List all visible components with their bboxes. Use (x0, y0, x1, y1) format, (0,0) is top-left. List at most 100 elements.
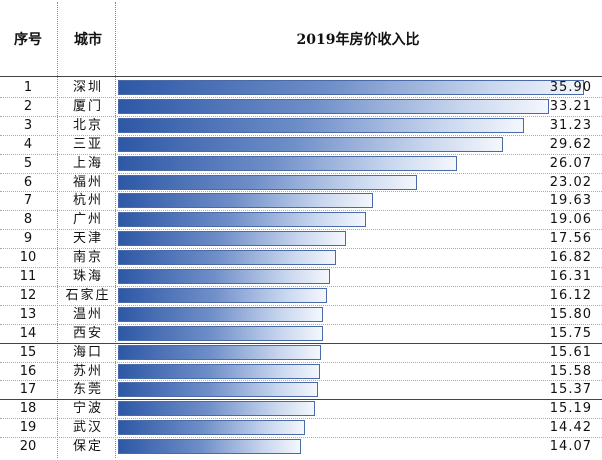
city-label: 北京 (72, 117, 103, 133)
value-label: 23.02 (549, 174, 592, 190)
value-label: 29.62 (549, 136, 592, 152)
row-divider (0, 323, 602, 325)
city-label: 东莞 (72, 382, 103, 398)
city-label: 珠海 (72, 269, 103, 284)
value-label: 17.56 (549, 231, 592, 247)
bar (118, 155, 457, 171)
city-label: 西安 (72, 325, 103, 341)
rank-label: 2 (23, 98, 33, 114)
city-label: 三亚 (72, 136, 103, 152)
table-row: 10 南京 16.82 (0, 248, 602, 267)
table-row: 13 温州 15.80 (0, 305, 602, 324)
bar (118, 212, 366, 228)
bar (118, 363, 321, 379)
table-row: 7 杭州 19.63 (0, 191, 602, 210)
bar (118, 287, 328, 303)
rank-label: 13 (19, 306, 37, 322)
city-label: 海口 (72, 344, 103, 360)
bar (118, 231, 347, 247)
city-label: 保定 (72, 439, 103, 455)
table-row: 17 东莞 15.37 (0, 380, 602, 399)
rank-label: 16 (19, 363, 37, 379)
bar (118, 136, 503, 152)
bar (118, 80, 585, 95)
table-row: 4 三亚 29.62 (0, 135, 602, 154)
row-divider (0, 191, 602, 193)
city-label: 天津 (72, 231, 103, 247)
rank-label: 8 (23, 212, 33, 228)
city-label: 厦门 (72, 98, 103, 114)
row-divider (0, 380, 602, 382)
rank-label: 15 (19, 344, 37, 360)
bar (118, 117, 524, 133)
value-label: 15.61 (549, 344, 592, 360)
city-label: 石家庄 (65, 287, 111, 303)
city-label: 南京 (72, 250, 103, 266)
value-label: 33.21 (549, 98, 592, 114)
bar (118, 325, 323, 341)
table-row: 15 海口 15.61 (0, 343, 602, 362)
rank-label: 4 (23, 136, 33, 152)
rank-label: 12 (19, 287, 37, 303)
table-row: 12 石家庄 16.12 (0, 286, 602, 305)
rank-label: 10 (19, 250, 37, 266)
value-label: 15.37 (549, 382, 592, 398)
city-label: 温州 (72, 306, 103, 322)
row-divider (0, 418, 602, 420)
city-label: 广州 (72, 212, 103, 228)
table-row: 3 北京 31.23 (0, 116, 602, 135)
row-divider (0, 248, 602, 250)
row-divider (0, 285, 602, 287)
table-row: 16 苏州 15.58 (0, 362, 602, 381)
city-label: 宁波 (72, 401, 103, 417)
city-header: 城市 (74, 32, 102, 48)
header-divider (0, 76, 602, 77)
city-label: 杭州 (72, 193, 103, 209)
row-divider (0, 210, 602, 212)
table-row: 1 深圳 35.90 (0, 78, 602, 97)
table-row: 14 西安 15.75 (0, 324, 602, 343)
city-label: 福州 (72, 174, 103, 190)
rank-label: 1 (23, 80, 33, 95)
rank-label: 9 (23, 231, 33, 247)
value-label: 31.23 (549, 117, 592, 133)
rank-label: 17 (19, 382, 37, 398)
city-label: 深圳 (72, 80, 103, 95)
bar (118, 98, 550, 114)
table-row: 20 保定 14.07 (0, 437, 602, 456)
value-label: 19.63 (549, 193, 592, 209)
bar (118, 193, 373, 209)
value-label: 26.07 (549, 155, 592, 171)
value-label: 14.07 (549, 439, 592, 455)
bar (118, 401, 316, 417)
bar (118, 250, 337, 266)
bar (118, 306, 324, 322)
row-divider (0, 361, 602, 363)
rank-header: 序号 (14, 32, 42, 48)
chart-title: 2019年房价收入比 (296, 32, 420, 48)
row-divider (0, 267, 602, 268)
value-label: 15.58 (549, 363, 592, 379)
city-label: 上海 (72, 155, 103, 171)
bar (118, 269, 330, 284)
row-divider (0, 134, 602, 136)
row-divider (0, 342, 602, 344)
value-label: 15.75 (549, 325, 592, 341)
value-label: 19.06 (549, 212, 592, 228)
city-label: 苏州 (72, 363, 103, 379)
value-label: 16.82 (549, 250, 592, 266)
city-label: 武汉 (72, 420, 103, 436)
row-divider (0, 115, 602, 117)
table-row: 11 珠海 16.31 (0, 267, 602, 286)
rank-label: 7 (23, 193, 33, 209)
rank-label: 18 (19, 401, 37, 417)
rank-label: 6 (23, 174, 33, 190)
rank-label: 5 (23, 155, 33, 171)
value-label: 14.42 (549, 420, 592, 436)
bar (118, 382, 318, 398)
value-label: 35.90 (549, 80, 592, 95)
table-row: 5 上海 26.07 (0, 154, 602, 173)
row-divider (0, 96, 602, 98)
table-row: 6 福州 23.02 (0, 173, 602, 192)
